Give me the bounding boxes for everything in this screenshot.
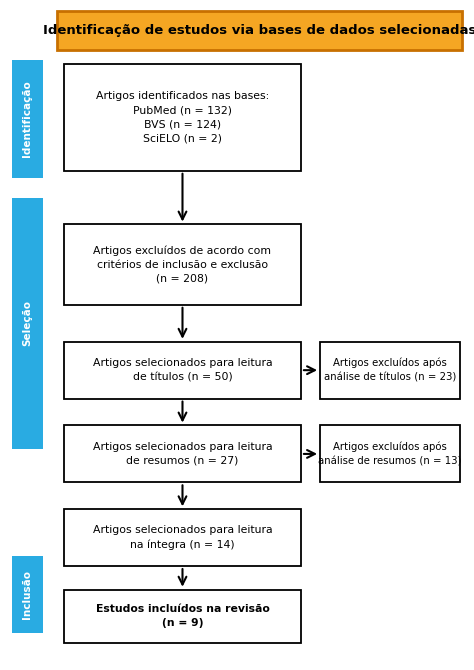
Text: Artigos excluídos após
análise de resumos (n = 13): Artigos excluídos após análise de resumo… [318, 442, 462, 466]
FancyBboxPatch shape [320, 342, 460, 399]
FancyBboxPatch shape [64, 509, 301, 566]
FancyBboxPatch shape [64, 224, 301, 305]
FancyBboxPatch shape [12, 556, 43, 633]
FancyBboxPatch shape [12, 60, 43, 178]
Text: Artigos selecionados para leitura
de resumos (n = 27): Artigos selecionados para leitura de res… [93, 442, 272, 466]
FancyBboxPatch shape [64, 425, 301, 482]
FancyBboxPatch shape [64, 342, 301, 399]
Text: Artigos excluídos após
análise de títulos (n = 23): Artigos excluídos após análise de título… [324, 358, 456, 383]
Text: Identificação de estudos via bases de dados selecionadas: Identificação de estudos via bases de da… [43, 24, 474, 38]
Text: Artigos selecionados para leitura
de títulos (n = 50): Artigos selecionados para leitura de tít… [93, 358, 272, 382]
FancyBboxPatch shape [320, 425, 460, 482]
Text: Artigos identificados nas bases:
PubMed (n = 132)
BVS (n = 124)
SciELO (n = 2): Artigos identificados nas bases: PubMed … [96, 91, 269, 143]
Text: Inclusão: Inclusão [22, 570, 32, 619]
FancyBboxPatch shape [57, 11, 462, 50]
FancyBboxPatch shape [64, 590, 301, 643]
Text: Seleção: Seleção [22, 300, 32, 346]
Text: Artigos selecionados para leitura
na íntegra (n = 14): Artigos selecionados para leitura na ínt… [93, 525, 272, 550]
Text: Artigos excluídos de acordo com
critérios de inclusão e exclusão
(n = 208): Artigos excluídos de acordo com critério… [93, 245, 272, 284]
Text: Estudos incluídos na revisão
(n = 9): Estudos incluídos na revisão (n = 9) [96, 604, 269, 628]
FancyBboxPatch shape [12, 198, 43, 449]
FancyBboxPatch shape [64, 64, 301, 171]
Text: Identificação: Identificação [22, 80, 32, 157]
